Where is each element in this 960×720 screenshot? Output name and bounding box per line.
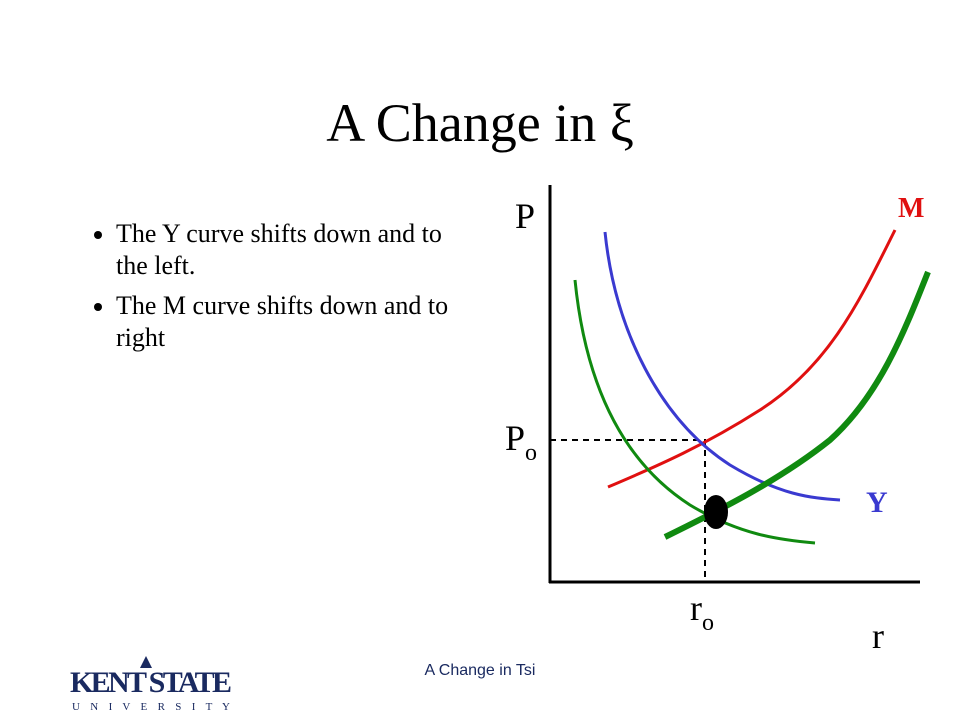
slide-title: A Change in ξ: [326, 93, 634, 153]
y-label: Y: [866, 486, 888, 519]
y-curve: [603, 231, 841, 502]
new-equilibrium: [704, 495, 728, 529]
bullet: The Y curve shifts down and to the left.: [116, 218, 476, 282]
p-eq-label: Po: [505, 418, 537, 466]
equilibrium-guide: [550, 439, 706, 582]
r-eq-label: ro: [690, 588, 714, 636]
y-curve-new: [573, 279, 816, 545]
m-curve: [607, 229, 897, 489]
logo-mark: [140, 656, 152, 668]
p-sub: o: [525, 440, 537, 466]
y-axis-label: P: [515, 196, 535, 236]
x-axis-label: r: [872, 616, 884, 656]
r-sub: o: [702, 610, 714, 636]
r-main: r: [690, 588, 702, 628]
logo-sub: U N I V E R S I T Y: [72, 701, 230, 713]
bullet: The M curve shifts down and to right: [116, 290, 476, 354]
m-label: M: [898, 193, 924, 224]
bullet-list: The Y curve shifts down and to the left.…: [80, 218, 476, 362]
logo-name: KENT STATE: [70, 666, 232, 699]
footer: A Change in Tsi: [424, 662, 536, 679]
p-main: P: [505, 418, 525, 458]
